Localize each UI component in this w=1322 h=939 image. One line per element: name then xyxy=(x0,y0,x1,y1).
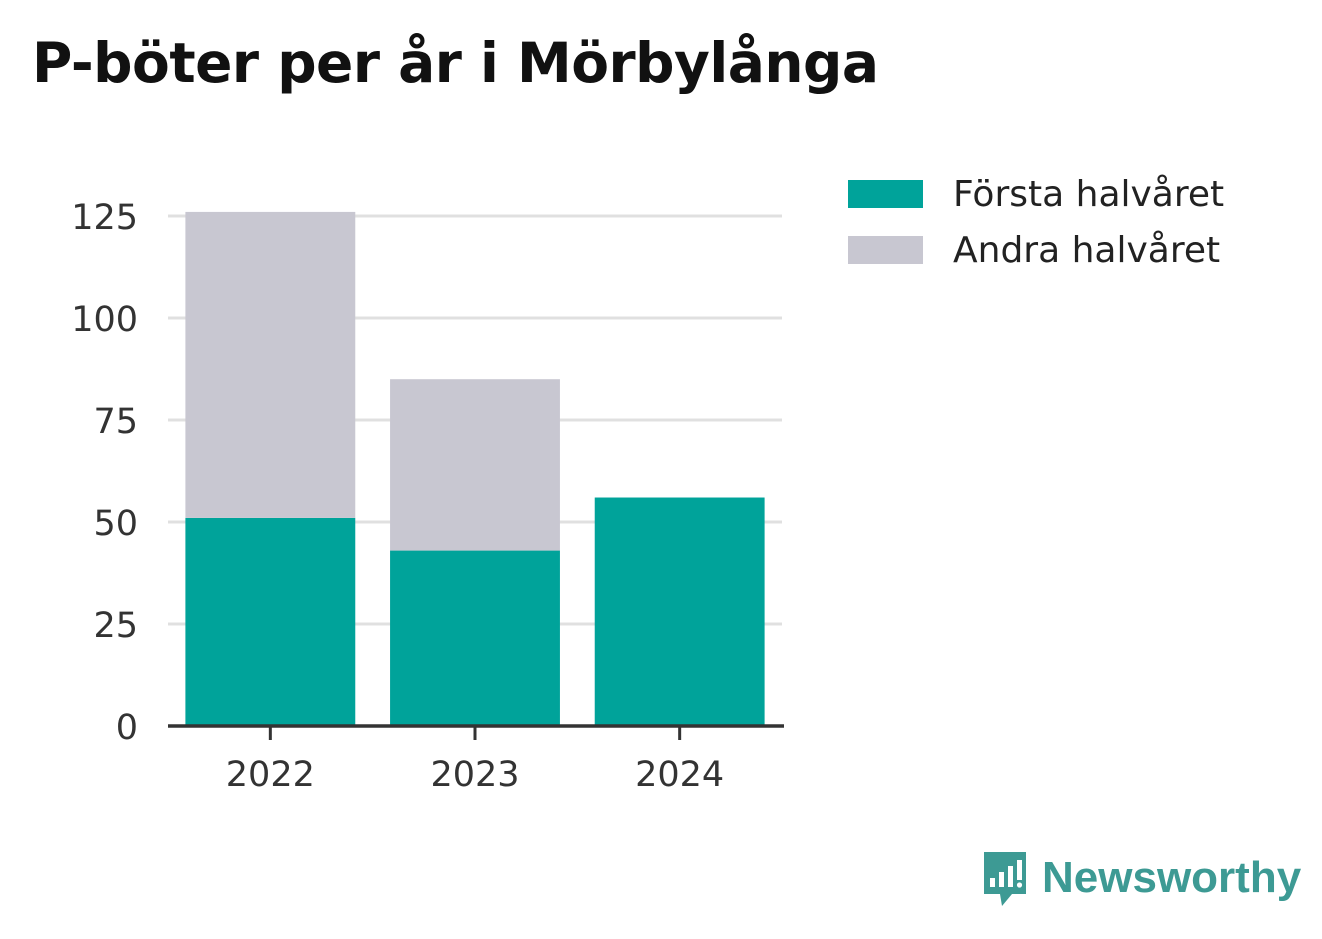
y-tick-label: 50 xyxy=(93,504,138,544)
legend: Första halvåret Andra halvåret xyxy=(848,166,1224,278)
bar-2023-series-0 xyxy=(390,550,560,726)
x-tick-label-2024: 2024 xyxy=(635,755,724,795)
x-tick-label-2022: 2022 xyxy=(226,755,315,795)
legend-label-forsta: Första halvåret xyxy=(953,173,1225,215)
x-tick-labels: 2022 2023 2024 xyxy=(226,755,724,795)
legend-item-andra: Andra halvåret xyxy=(848,222,1224,278)
brand-logo: Newsworthy xyxy=(980,848,1301,908)
x-tick-label-2023: 2023 xyxy=(430,755,519,795)
y-tick-label: 125 xyxy=(71,198,138,238)
bar-2022-series-0 xyxy=(185,517,356,726)
newsworthy-logo-icon xyxy=(984,852,1026,906)
bar-2024-series-0 xyxy=(594,497,765,726)
y-tick-labels: 0 25 50 75 100 125 xyxy=(71,198,138,748)
legend-swatch-forsta xyxy=(848,180,923,208)
y-tick-label: 25 xyxy=(93,606,138,646)
legend-item-forsta: Första halvåret xyxy=(848,166,1224,222)
x-axis xyxy=(168,724,784,740)
y-tick-label: 0 xyxy=(116,708,138,748)
y-tick-label: 100 xyxy=(71,300,138,340)
bars xyxy=(185,211,765,726)
chart-title: P-böter per år i Mörbylånga xyxy=(32,31,879,95)
y-tick-label: 75 xyxy=(93,402,138,442)
legend-label-andra: Andra halvåret xyxy=(953,229,1221,271)
bar-2023-series-1 xyxy=(390,379,560,551)
brand-name: Newsworthy xyxy=(1042,853,1302,902)
bar-2022-series-1 xyxy=(185,211,356,518)
legend-swatch-andra xyxy=(848,236,923,264)
